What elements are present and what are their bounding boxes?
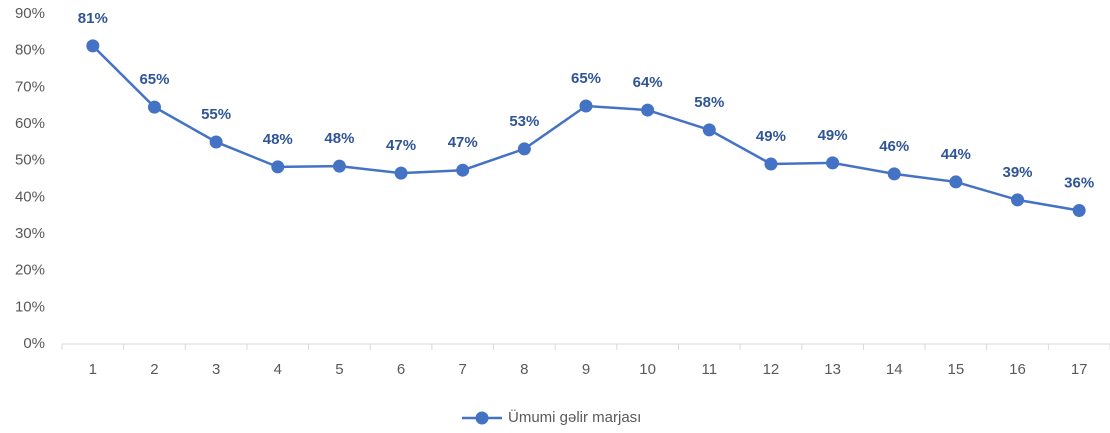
x-tick-label: 12 xyxy=(763,361,780,378)
value-label: 36% xyxy=(1064,175,1094,192)
y-tick-label: 90% xyxy=(15,5,45,22)
x-tick-label: 10 xyxy=(639,361,656,378)
value-label: 65% xyxy=(571,70,601,87)
y-tick-label: 60% xyxy=(15,115,45,132)
marker xyxy=(764,157,778,171)
x-tick-label: 8 xyxy=(520,361,528,378)
marker xyxy=(579,99,593,113)
value-label: 53% xyxy=(509,113,539,130)
value-label: 44% xyxy=(941,146,971,163)
y-tick-label: 40% xyxy=(15,188,45,205)
y-tick-label: 20% xyxy=(15,262,45,279)
x-tick-label: 15 xyxy=(948,361,965,378)
value-label: 48% xyxy=(324,130,354,147)
value-label: 49% xyxy=(818,127,848,144)
y-tick-label: 70% xyxy=(15,78,45,95)
x-tick-label: 9 xyxy=(582,361,590,378)
x-tick-label: 3 xyxy=(212,361,220,378)
y-tick-label: 0% xyxy=(23,335,45,352)
marker xyxy=(1072,204,1086,218)
value-label: 46% xyxy=(879,138,909,155)
value-label: 49% xyxy=(756,128,786,145)
value-label: 48% xyxy=(263,131,293,148)
x-tick-label: 5 xyxy=(335,361,343,378)
y-tick-label: 50% xyxy=(15,152,45,169)
marker xyxy=(86,39,100,53)
marker xyxy=(209,135,223,149)
marker xyxy=(826,156,840,170)
x-tick-label: 13 xyxy=(824,361,841,378)
marker xyxy=(147,100,161,114)
value-label: 64% xyxy=(633,74,663,91)
value-label: 65% xyxy=(139,71,169,88)
value-label: 47% xyxy=(386,137,416,154)
marker xyxy=(1011,193,1025,207)
x-tick-label: 17 xyxy=(1071,361,1088,378)
marker xyxy=(271,160,285,174)
x-tick-label: 14 xyxy=(886,361,903,378)
x-tick-label: 4 xyxy=(274,361,282,378)
x-tick-label: 2 xyxy=(150,361,158,378)
x-tick-label: 11 xyxy=(702,361,718,378)
x-tick-label: 7 xyxy=(459,361,467,378)
marker xyxy=(456,163,470,177)
marker xyxy=(641,103,655,117)
value-label: 58% xyxy=(694,94,724,111)
value-label: 55% xyxy=(201,106,231,123)
legend-label: Ümumi gəlir marjası xyxy=(508,408,641,426)
marker xyxy=(394,166,408,180)
marker xyxy=(702,123,716,137)
value-label: 39% xyxy=(1003,164,1033,181)
y-tick-label: 30% xyxy=(15,225,45,242)
value-label: 47% xyxy=(448,134,478,151)
value-label: 81% xyxy=(78,10,108,27)
marker xyxy=(949,175,963,189)
marker xyxy=(332,159,346,173)
x-tick-label: 1 xyxy=(89,361,97,378)
x-tick-label: 6 xyxy=(397,361,405,378)
legend-marker xyxy=(475,411,489,425)
marker xyxy=(887,167,901,181)
x-tick-label: 16 xyxy=(1009,361,1026,378)
y-tick-label: 10% xyxy=(15,298,45,315)
marker xyxy=(517,142,531,156)
y-tick-label: 80% xyxy=(15,42,45,59)
